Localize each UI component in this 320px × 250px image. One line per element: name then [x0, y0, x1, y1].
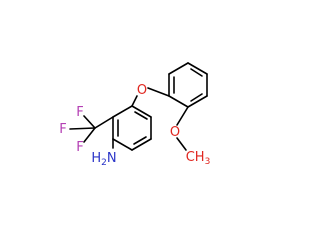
atom-text: F — [76, 140, 83, 155]
atom-text: F — [59, 122, 66, 137]
atom-label: O — [137, 83, 147, 98]
atom-text: O — [170, 125, 180, 140]
atom-label: H2N — [91, 151, 116, 168]
atom-text: F — [76, 105, 83, 120]
atom-label: O — [170, 125, 180, 140]
atom-text: CH — [186, 150, 205, 165]
atom-label: CH3 — [186, 150, 211, 167]
subscript: 2 — [101, 158, 107, 168]
page: {"atoms": [ {"parts": ["F"], "color": "#… — [59, 62, 211, 168]
atom-label: F — [76, 105, 83, 120]
atom-text: H — [91, 151, 101, 166]
subscript: 3 — [205, 157, 211, 167]
atom-text: O — [137, 83, 147, 98]
atom-label: F — [76, 140, 83, 155]
bonds — [69, 62, 208, 151]
atom-text: N — [107, 151, 117, 166]
atom-label: F — [59, 122, 66, 137]
